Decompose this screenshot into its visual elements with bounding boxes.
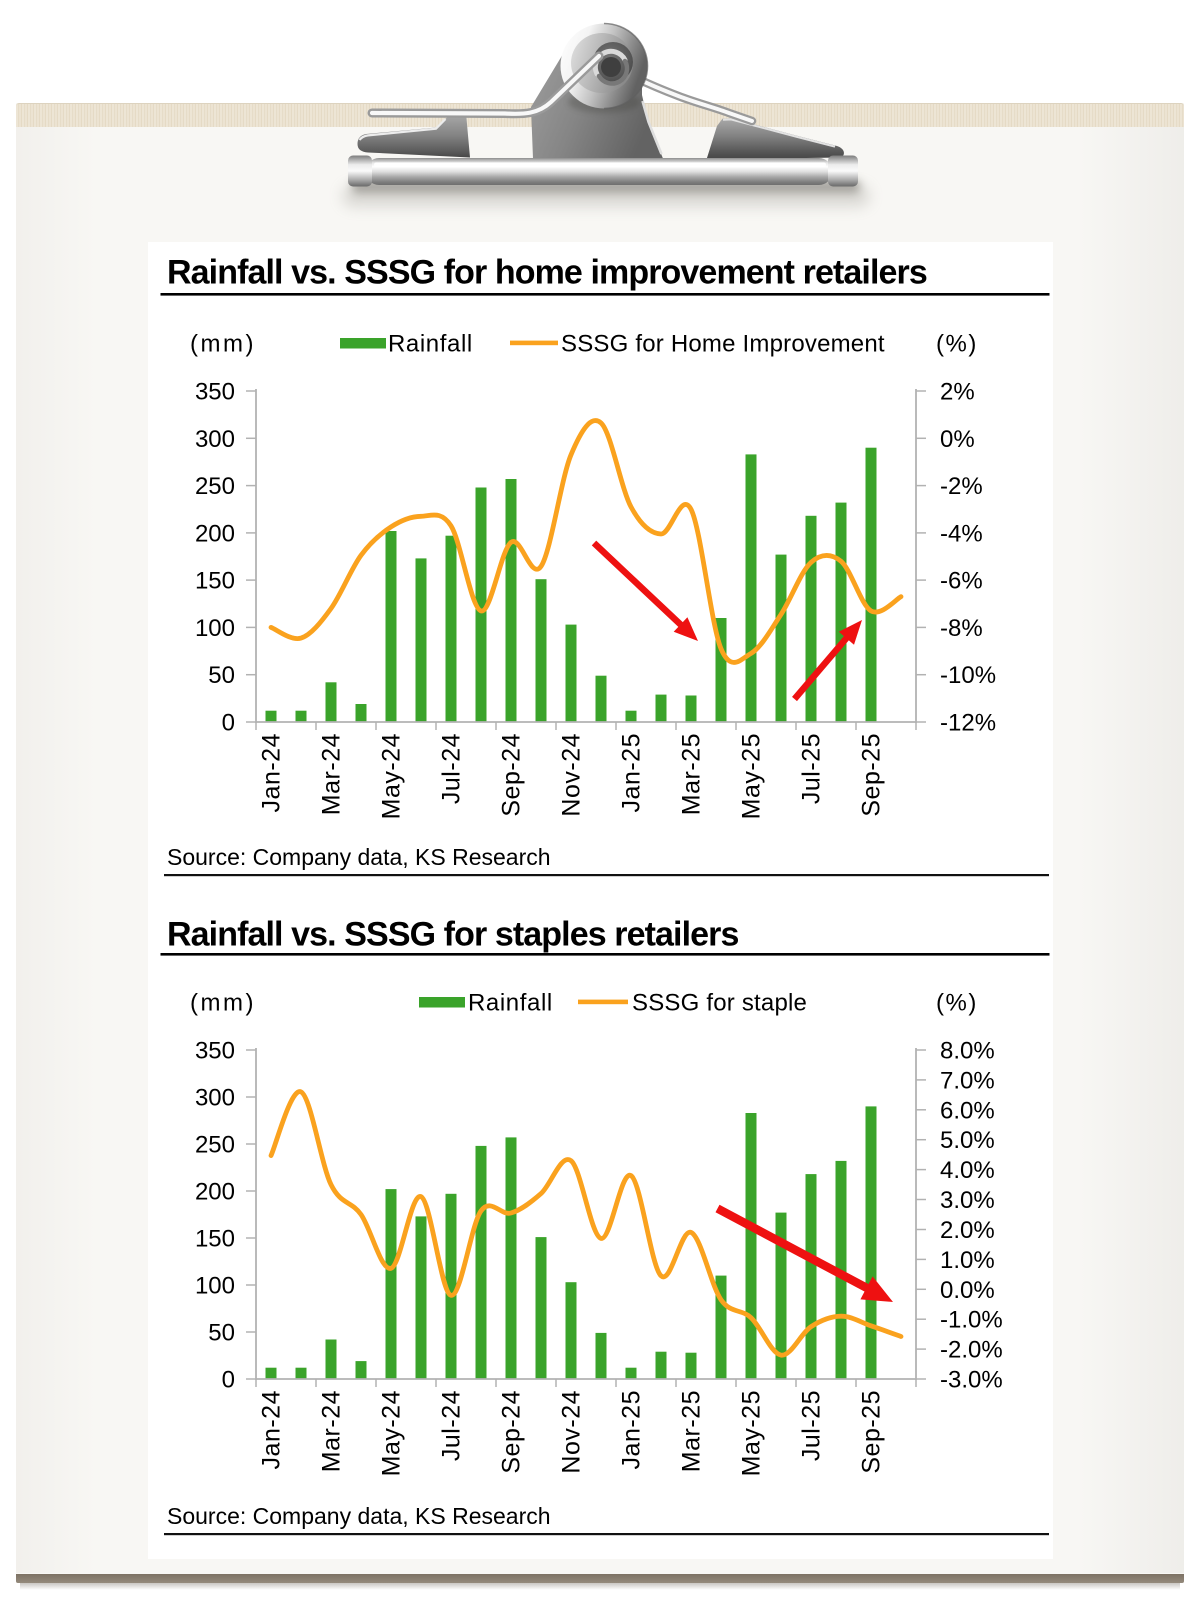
svg-text:100: 100: [195, 1273, 235, 1300]
svg-text:3.0%: 3.0%: [940, 1187, 995, 1214]
svg-text:Source: Company data, KS Resea: Source: Company data, KS Research: [167, 1503, 551, 1529]
svg-text:Sep-24: Sep-24: [498, 1390, 526, 1474]
svg-text:May-24: May-24: [378, 733, 406, 819]
svg-text:Rainfall: Rainfall: [388, 331, 473, 358]
svg-text:(mm): (mm): [190, 990, 256, 1017]
svg-text:Sep-25: Sep-25: [858, 1390, 886, 1474]
svg-text:-6%: -6%: [940, 568, 983, 595]
svg-text:(%): (%): [936, 331, 978, 358]
svg-text:Jan-25: Jan-25: [618, 1390, 646, 1469]
svg-text:May-25: May-25: [738, 733, 766, 819]
svg-text:Jul-25: Jul-25: [798, 1390, 826, 1461]
svg-text:Rainfall vs. SSSG for home imp: Rainfall vs. SSSG for home improvement r…: [167, 254, 927, 292]
svg-text:200: 200: [195, 520, 235, 547]
svg-text:-10%: -10%: [940, 662, 996, 689]
svg-text:Source: Company data, KS Resea: Source: Company data, KS Research: [167, 844, 551, 870]
svg-text:Jul-25: Jul-25: [798, 733, 826, 804]
svg-text:100: 100: [195, 615, 235, 642]
svg-text:200: 200: [195, 1179, 235, 1206]
svg-text:-2%: -2%: [940, 473, 983, 500]
svg-text:300: 300: [195, 1085, 235, 1112]
svg-text:SSSG for Home Improvement: SSSG for Home Improvement: [561, 331, 885, 358]
svg-text:-3.0%: -3.0%: [940, 1367, 1003, 1394]
svg-text:-1.0%: -1.0%: [940, 1307, 1003, 1334]
svg-text:Nov-24: Nov-24: [558, 733, 586, 817]
svg-text:0.0%: 0.0%: [940, 1277, 995, 1304]
svg-text:50: 50: [208, 662, 235, 689]
svg-text:0: 0: [222, 710, 235, 737]
svg-text:(%): (%): [936, 990, 978, 1017]
svg-text:8.0%: 8.0%: [940, 1038, 995, 1065]
svg-text:7.0%: 7.0%: [940, 1067, 995, 1094]
svg-text:Mar-25: Mar-25: [678, 1390, 706, 1472]
svg-text:Mar-24: Mar-24: [318, 1390, 346, 1472]
svg-text:-8%: -8%: [940, 615, 983, 642]
svg-text:Mar-24: Mar-24: [318, 733, 346, 815]
svg-text:Rainfall: Rainfall: [468, 990, 553, 1017]
svg-text:Nov-24: Nov-24: [558, 1390, 586, 1474]
svg-text:300: 300: [195, 426, 235, 453]
svg-text:0%: 0%: [940, 426, 975, 453]
svg-text:250: 250: [195, 473, 235, 500]
svg-text:Jan-24: Jan-24: [258, 1390, 286, 1469]
svg-text:150: 150: [195, 568, 235, 595]
svg-text:1.0%: 1.0%: [940, 1247, 995, 1274]
svg-text:Rainfall vs. SSSG for staples: Rainfall vs. SSSG for staples retailers: [167, 916, 739, 954]
svg-text:Jul-24: Jul-24: [438, 733, 466, 804]
svg-text:350: 350: [195, 379, 235, 406]
svg-text:5.0%: 5.0%: [940, 1127, 995, 1154]
svg-text:-2.0%: -2.0%: [940, 1337, 1003, 1364]
svg-text:2%: 2%: [940, 379, 975, 406]
svg-text:Sep-24: Sep-24: [498, 733, 526, 817]
svg-text:150: 150: [195, 1226, 235, 1253]
svg-text:-4%: -4%: [940, 520, 983, 547]
svg-text:4.0%: 4.0%: [940, 1157, 995, 1184]
svg-text:(mm): (mm): [190, 331, 256, 358]
svg-text:Mar-25: Mar-25: [678, 733, 706, 815]
svg-text:250: 250: [195, 1132, 235, 1159]
svg-text:Jan-25: Jan-25: [618, 733, 646, 812]
svg-text:Jan-24: Jan-24: [258, 733, 286, 812]
svg-text:SSSG for staple: SSSG for staple: [632, 990, 807, 1017]
svg-text:0: 0: [222, 1367, 235, 1394]
svg-text:-12%: -12%: [940, 710, 996, 737]
svg-text:2.0%: 2.0%: [940, 1217, 995, 1244]
svg-text:Jul-24: Jul-24: [438, 1390, 466, 1461]
svg-text:May-24: May-24: [378, 1390, 406, 1476]
svg-text:350: 350: [195, 1038, 235, 1065]
svg-text:Sep-25: Sep-25: [858, 733, 886, 817]
svg-text:6.0%: 6.0%: [940, 1097, 995, 1124]
svg-text:50: 50: [208, 1320, 235, 1347]
svg-text:May-25: May-25: [738, 1390, 766, 1476]
